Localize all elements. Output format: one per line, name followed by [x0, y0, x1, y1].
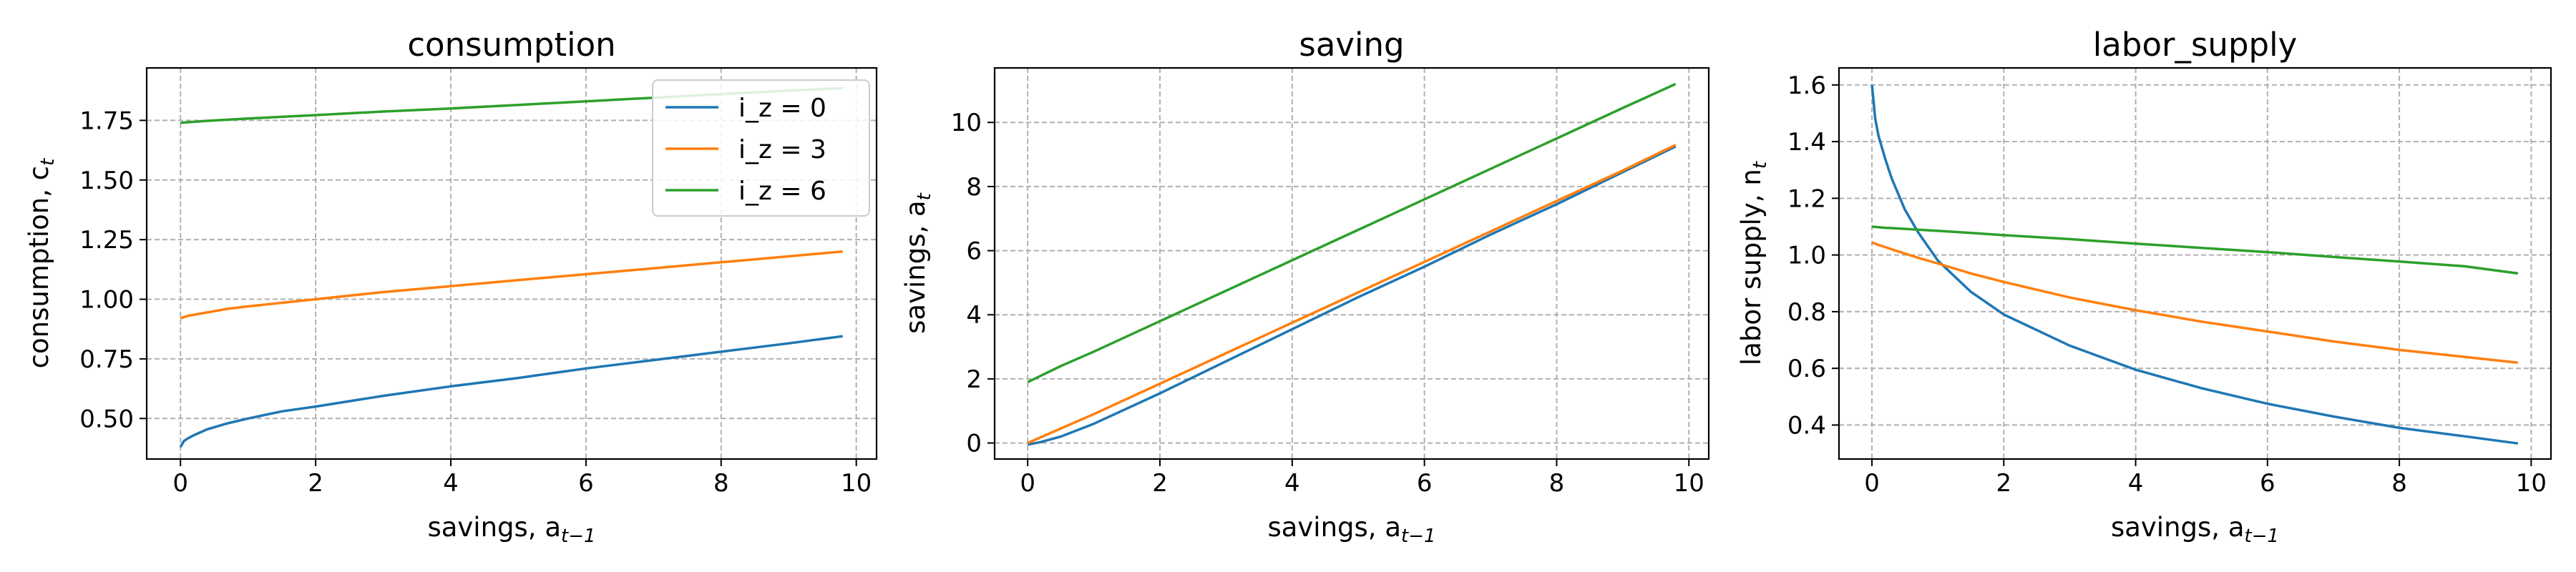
series-line-0: [179, 335, 844, 448]
y-tick-label: 1.00: [79, 286, 134, 315]
legend-label-2: i_z = 6: [738, 177, 826, 206]
x-tick-label: 0: [172, 469, 188, 498]
subplot-labor_supply: 0 2 4 6 8 10 0.4 0.6 0.8 1.0 1.2 1.4 1.6 labor_supply…: [1736, 26, 2552, 547]
y-tick-label: 4: [966, 301, 982, 330]
x-tick-label: 2: [1996, 469, 2012, 498]
x-tick-label: 2: [308, 469, 323, 498]
x-axis-label: savings, at−1: [1267, 512, 1435, 547]
x-tick-label: 10: [2516, 469, 2547, 498]
x-tick-label: 6: [578, 469, 594, 498]
series-line-0: [1027, 145, 1677, 446]
legend-label-1: i_z = 3: [738, 135, 826, 164]
y-tick-label: 0.75: [79, 345, 134, 374]
series-line-2: [1871, 225, 2519, 275]
y-tick-label: 2: [966, 365, 982, 394]
x-tick-label: 10: [841, 469, 872, 498]
subplot-saving: 0 2 4 6 8 10 0 2 4 6 8 10 saving savings, at−1 savings…: [900, 26, 1710, 547]
x-axis-label: savings, at−1: [427, 512, 595, 547]
x-tick-label: 4: [2128, 469, 2144, 498]
legend-frame: [652, 79, 870, 217]
axes-frame: [993, 66, 1710, 460]
y-tick-label: 1.50: [79, 167, 134, 195]
series-line-1: [1871, 241, 2519, 364]
axes-frame: [145, 66, 878, 460]
subplot-title: labor_supply: [2093, 26, 2297, 64]
x-tick-label: 10: [1674, 469, 1704, 498]
series-line-2: [1027, 82, 1677, 383]
series-line-1: [180, 250, 843, 320]
y-tick-label: 6: [966, 237, 982, 266]
series-line-0: [1870, 84, 2519, 445]
x-tick-label: 0: [1864, 469, 1880, 498]
y-axis-label: labor supply, nt: [1736, 161, 1771, 365]
x-tick-label: 8: [1549, 469, 1565, 498]
y-tick-label: 8: [966, 173, 982, 202]
subplot-consumption: 0 2 4 6 8 10 0.50 0.75 1.00 1.25 1.50 1.75 consumpti…: [24, 26, 878, 547]
x-tick-label: 4: [443, 469, 459, 498]
x-tick-label: 6: [1417, 469, 1433, 498]
y-tick-label: 1.4: [1787, 128, 1826, 157]
x-tick-label: 2: [1152, 469, 1168, 498]
axes-frame: [1838, 66, 2552, 460]
y-tick-label: 0.8: [1787, 298, 1826, 327]
subplot-title: consumption: [407, 26, 615, 64]
y-tick-label: 10: [951, 109, 982, 137]
series-line-1: [1027, 144, 1677, 445]
y-tick-label: 0.6: [1787, 355, 1826, 383]
y-axis-label: consumption, ct: [24, 158, 59, 368]
x-tick-label: 6: [2260, 469, 2275, 498]
legend: i_z = 0 i_z = 3 i_z = 6: [652, 79, 870, 217]
legend-label-0: i_z = 0: [738, 94, 826, 123]
x-tick-label: 4: [1284, 469, 1300, 498]
y-tick-label: 1.75: [79, 107, 134, 135]
y-tick-label: 0: [966, 430, 982, 458]
y-axis-label: savings, at: [900, 192, 935, 334]
y-tick-label: 1.6: [1787, 72, 1826, 100]
x-tick-label: 8: [713, 469, 729, 498]
subplot-title: saving: [1299, 26, 1404, 64]
y-tick-label: 1.0: [1787, 242, 1826, 270]
y-tick-label: 1.2: [1787, 184, 1826, 213]
x-tick-label: 8: [2391, 469, 2407, 498]
x-axis-label: savings, at−1: [2111, 512, 2279, 547]
y-tick-label: 0.4: [1787, 411, 1826, 440]
y-tick-label: 0.50: [79, 405, 134, 433]
x-tick-label: 0: [1020, 469, 1035, 498]
y-tick-label: 1.25: [79, 226, 134, 255]
